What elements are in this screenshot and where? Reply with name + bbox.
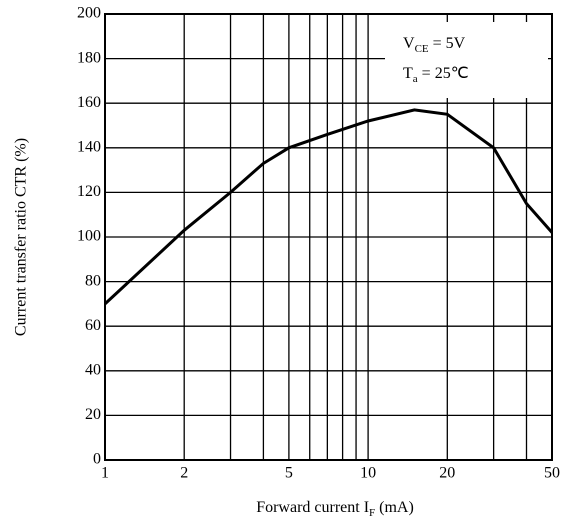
x-axis-label-main: Forward current I [256, 499, 369, 516]
annotation-main: T [403, 65, 413, 82]
annotation-sub: CE [415, 43, 429, 55]
y-axis-label: Current transfer ratio CTR (%) [13, 138, 30, 336]
annotation: VCE = 5V [403, 35, 466, 55]
x-tick-label: 5 [285, 465, 293, 482]
y-tick-label: 0 [93, 451, 101, 468]
y-tick-label: 120 [77, 183, 101, 200]
plot-frame [104, 13, 553, 461]
annotation-rest: = 25℃ [418, 65, 469, 82]
x-tick-label: 10 [360, 465, 376, 482]
y-tick-label: 200 [77, 5, 101, 22]
x-tick-label: 2 [180, 465, 188, 482]
x-tick-label: 20 [439, 465, 455, 482]
y-tick-label: 40 [85, 361, 101, 378]
annotation: Ta = 25℃ [403, 65, 469, 85]
x-tick-label: 50 [544, 465, 560, 482]
x-axis-label-rest: (mA) [375, 499, 414, 516]
y-tick-label: 60 [85, 317, 101, 334]
x-axis-label: Forward current IF (mA) [256, 499, 414, 519]
annotation-rest: = 5V [429, 35, 466, 52]
data-line [103, 108, 554, 305]
annotation-main: V [403, 35, 415, 52]
annotation-sub: a [413, 73, 418, 85]
annotation-box [385, 22, 548, 98]
y-tick-label: 140 [77, 138, 101, 155]
x-tick-label: 1 [101, 465, 109, 482]
y-tick-label: 180 [77, 49, 101, 66]
y-tick-label: 20 [85, 406, 101, 423]
y-tick-label: 160 [77, 94, 101, 111]
x-axis-label-sub: F [369, 507, 375, 519]
y-tick-label: 100 [77, 228, 101, 245]
y-tick-label: 80 [85, 272, 101, 289]
